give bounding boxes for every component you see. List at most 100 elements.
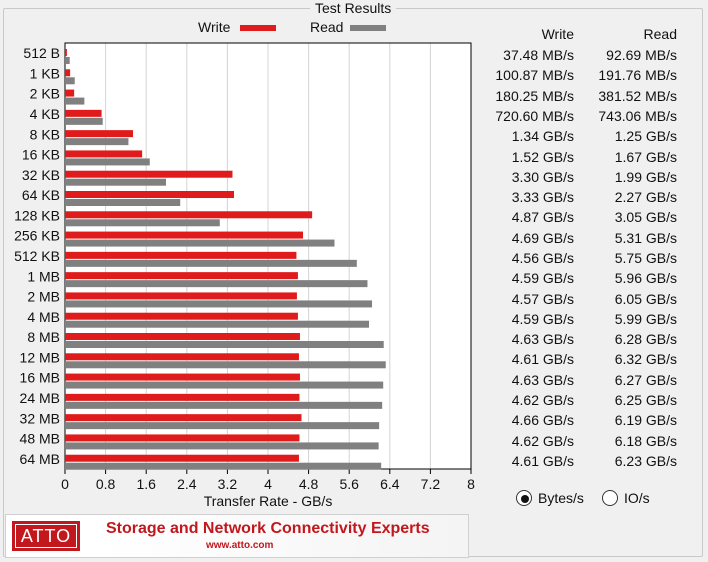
write-value: 4.69 GB/s: [511, 229, 574, 246]
category-label: 1 KB: [30, 65, 60, 81]
write-bar: [65, 89, 75, 97]
category-label: 16 MB: [20, 370, 60, 386]
read-bar: [65, 462, 382, 470]
read-value: 5.31 GB/s: [614, 229, 677, 246]
write-value: 4.61 GB/s: [511, 351, 574, 368]
write-value: 4.59 GB/s: [511, 270, 574, 287]
write-bar: [65, 211, 313, 219]
read-column-header: Read: [643, 26, 677, 42]
atto-logo: ATTO: [12, 521, 80, 551]
read-value: 3.05 GB/s: [614, 209, 677, 226]
write-bar: [65, 312, 298, 320]
category-label: 24 MB: [20, 390, 60, 406]
read-bar: [65, 97, 85, 105]
write-bar: [65, 454, 299, 462]
x-axis-label: Transfer Rate - GB/s: [204, 493, 333, 509]
category-label: 16 KB: [22, 147, 60, 163]
banner-tagline: Storage and Network Connectivity Experts: [106, 520, 430, 537]
read-bar: [65, 117, 103, 125]
read-value: 6.05 GB/s: [614, 290, 677, 307]
read-bar: [65, 442, 379, 450]
category-label: 512 B: [23, 45, 60, 61]
write-value: 3.33 GB/s: [511, 189, 574, 206]
write-bar: [65, 414, 302, 422]
category-label: 48 MB: [20, 431, 60, 447]
write-value: 4.63 GB/s: [511, 371, 574, 388]
io-per-second-label: IO/s: [624, 490, 650, 506]
read-bar: [65, 77, 75, 85]
category-label: 32 KB: [22, 167, 60, 183]
x-tick-label: 2.4: [177, 476, 197, 492]
category-label: 32 MB: [20, 410, 60, 426]
read-bar: [65, 361, 386, 369]
radio-selected-dot: [521, 495, 529, 503]
write-bar: [65, 434, 300, 442]
x-tick-label: 0.8: [96, 476, 116, 492]
write-bar: [65, 130, 134, 138]
read-bar: [65, 219, 220, 227]
write-bar: [65, 251, 297, 259]
read-bar: [65, 401, 383, 409]
write-bar: [65, 231, 304, 239]
write-bar: [65, 373, 300, 381]
category-label: 64 MB: [20, 451, 60, 467]
x-tick-label: 1.6: [136, 476, 156, 492]
panel-title: Test Results: [310, 0, 397, 16]
read-bar: [65, 239, 335, 247]
read-bar: [65, 178, 166, 186]
read-value: 2.27 GB/s: [614, 189, 677, 206]
read-value: 1.99 GB/s: [614, 168, 677, 185]
legend-read-swatch: [350, 25, 386, 31]
read-bar: [65, 199, 181, 206]
write-value: 1.34 GB/s: [511, 128, 574, 145]
write-bar: [65, 150, 143, 158]
radio-circle: [516, 490, 532, 506]
read-value: 191.76 MB/s: [598, 67, 677, 84]
category-label: 128 KB: [14, 207, 60, 223]
read-value: 743.06 MB/s: [598, 108, 677, 124]
x-tick-label: 7.2: [421, 476, 441, 492]
category-label: 4 KB: [30, 106, 60, 122]
write-bar: [65, 49, 67, 56]
x-tick-label: 4: [264, 476, 272, 492]
write-value: 4.66 GB/s: [511, 412, 574, 429]
atto-banner[interactable]: ATTO Storage and Network Connectivity Ex…: [5, 514, 469, 558]
write-column-header: Write: [541, 26, 574, 42]
read-bar: [65, 138, 129, 146]
x-tick-label: 3.2: [218, 476, 238, 492]
write-bar: [65, 393, 300, 401]
read-value: 381.52 MB/s: [598, 87, 677, 104]
write-value: 4.62 GB/s: [511, 432, 574, 449]
read-value: 1.67 GB/s: [614, 148, 677, 165]
read-value: 92.69 MB/s: [606, 47, 677, 64]
read-value: 6.27 GB/s: [614, 371, 677, 388]
category-label: 8 MB: [27, 329, 60, 345]
banner-url: www.atto.com: [206, 540, 274, 551]
write-value: 3.30 GB/s: [511, 168, 574, 185]
read-bar: [65, 422, 380, 430]
category-label: 512 KB: [14, 248, 60, 264]
read-value: 6.19 GB/s: [614, 412, 677, 429]
x-tick-label: 8: [467, 476, 475, 492]
atto-logo-text: ATTO: [15, 524, 77, 548]
write-bar: [65, 353, 299, 361]
read-bar: [65, 300, 373, 308]
category-label: 1 MB: [27, 268, 60, 284]
category-label: 8 KB: [30, 126, 60, 142]
write-bar: [65, 170, 233, 178]
write-bar: [65, 292, 297, 300]
category-label: 256 KB: [14, 228, 60, 244]
x-tick-label: 0: [61, 476, 69, 492]
write-bar: [65, 191, 234, 198]
read-bar: [65, 381, 384, 389]
read-bar: [65, 158, 150, 166]
read-value: 6.28 GB/s: [614, 331, 677, 348]
write-value: 37.48 MB/s: [503, 47, 574, 64]
write-value: 1.52 GB/s: [511, 148, 574, 165]
read-bar: [65, 320, 369, 328]
read-value: 6.25 GB/s: [614, 392, 677, 408]
read-value: 1.25 GB/s: [614, 128, 677, 145]
write-value: 720.60 MB/s: [495, 108, 574, 124]
x-tick-label: 5.6: [339, 476, 359, 492]
write-value: 4.61 GB/s: [511, 452, 574, 469]
